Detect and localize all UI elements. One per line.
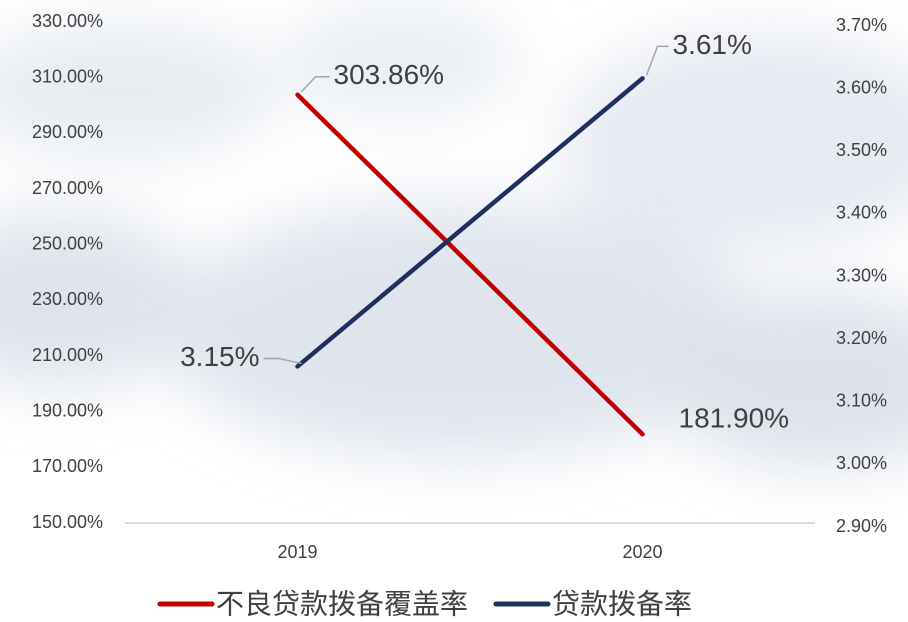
- y-tick-label: 310.00%: [32, 66, 103, 86]
- data-label: 3.61%: [673, 29, 752, 60]
- data-label: 181.90%: [679, 403, 790, 434]
- legend-label: 不良贷款拨备覆盖率: [216, 588, 468, 619]
- y2-tick-label: 2.90%: [836, 516, 887, 536]
- y-tick-label: 210.00%: [32, 345, 103, 365]
- x-label-bg: [247, 537, 348, 567]
- x-tick-label: 2020: [622, 542, 662, 562]
- y2-tick-label: 3.10%: [836, 391, 887, 411]
- y-tick-label: 230.00%: [32, 289, 103, 309]
- y-tick-label: 290.00%: [32, 122, 103, 142]
- y-tick-label: 250.00%: [32, 233, 103, 253]
- y-tick-label: 330.00%: [32, 11, 103, 31]
- y-tick-label: 150.00%: [32, 512, 103, 532]
- y2-tick-label: 3.70%: [836, 15, 887, 35]
- legend-label: 贷款拨备率: [552, 588, 692, 619]
- line-series: [295, 76, 645, 369]
- leader-line: [263, 357, 302, 365]
- y-tick-label: 190.00%: [32, 400, 103, 420]
- x-tick-label: 2019: [277, 542, 317, 562]
- leader-line: [300, 76, 330, 93]
- y2-tick-label: 3.00%: [836, 453, 887, 473]
- data-label: 3.15%: [180, 341, 259, 372]
- y2-tick-label: 3.20%: [836, 328, 887, 348]
- y2-tick-label: 3.30%: [836, 265, 887, 285]
- y2-tick-label: 3.60%: [836, 77, 887, 97]
- line-series: [295, 92, 645, 437]
- leader-line: [645, 45, 669, 76]
- y2-tick-label: 3.40%: [836, 203, 887, 223]
- y2-tick-label: 3.50%: [836, 140, 887, 160]
- data-label: 303.86%: [334, 59, 445, 90]
- x-label-bg: [592, 537, 693, 567]
- y-tick-label: 170.00%: [32, 456, 103, 476]
- y-tick-label: 270.00%: [32, 178, 103, 198]
